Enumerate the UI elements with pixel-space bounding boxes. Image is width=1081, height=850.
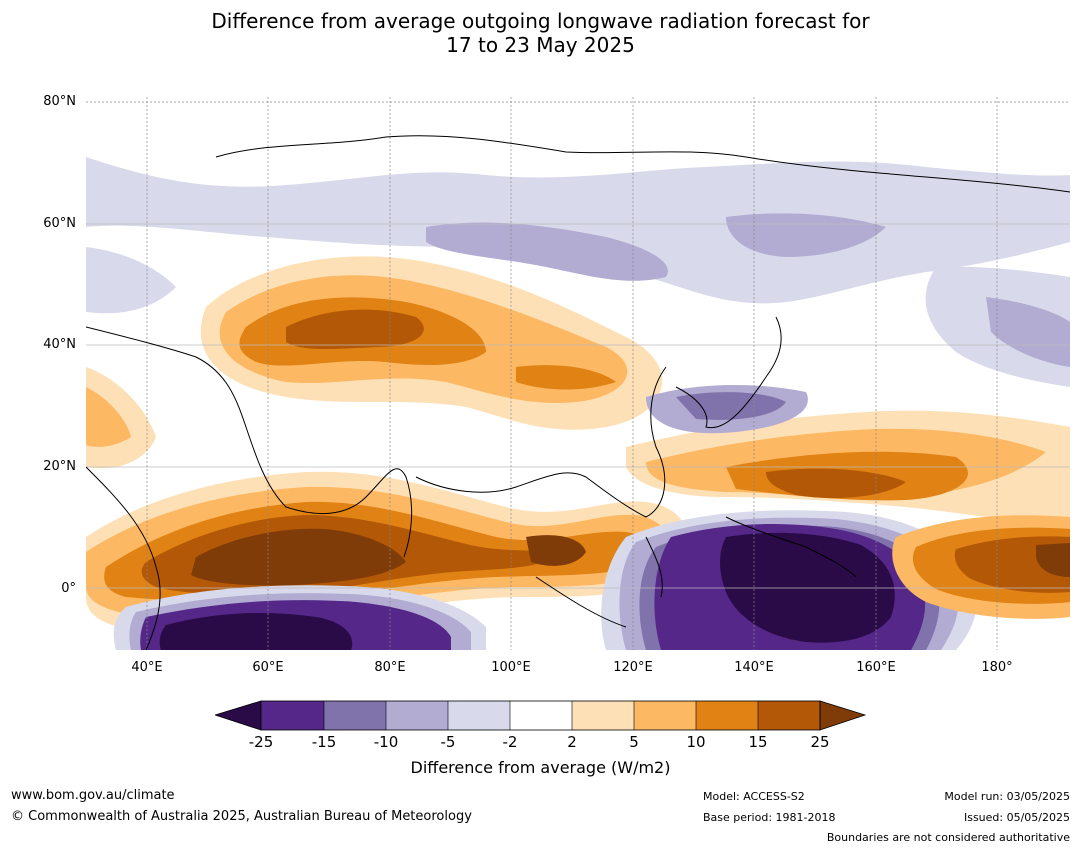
colorbar-swatch xyxy=(758,701,820,730)
boundaries-disclaimer: Boundaries are not considered authoritat… xyxy=(826,831,1070,844)
colorbar-under-arrow xyxy=(215,700,262,731)
anomaly-region xyxy=(426,222,668,281)
colorbar-swatch xyxy=(324,701,386,730)
anomaly-region xyxy=(516,365,616,390)
lat-label-20n: 20°N xyxy=(43,459,76,474)
title-line-2: 17 to 23 May 2025 xyxy=(446,33,635,57)
anomaly-map xyxy=(86,97,1070,650)
anomaly-region xyxy=(526,535,586,566)
anomaly-region xyxy=(86,387,131,447)
anomaly-region xyxy=(766,468,906,499)
colorbar-swatch xyxy=(696,701,758,730)
model-run-text: Model run: 03/05/2025 xyxy=(944,790,1070,803)
colorbar-tick: 10 xyxy=(686,733,706,751)
anomaly-region xyxy=(676,392,786,420)
anomaly-region xyxy=(159,613,353,650)
colorbar xyxy=(215,700,867,731)
lon-label-40e: 40°E xyxy=(131,660,163,675)
meridians xyxy=(146,97,998,650)
graticule xyxy=(86,101,1070,589)
model-text: Model: ACCESS-S2 xyxy=(703,790,805,803)
base-period-text: Base period: 1981-2018 xyxy=(703,811,836,824)
lat-label-60n: 60°N xyxy=(43,216,76,231)
anomaly-region xyxy=(86,247,176,314)
colorbar-tick: -5 xyxy=(440,733,456,751)
lon-label-180: 180° xyxy=(981,660,1013,675)
chart-title: Difference from average outgoing longwav… xyxy=(0,9,1081,57)
lat-label-40n: 40°N xyxy=(43,337,76,352)
coastlines xyxy=(86,135,1070,650)
colorbar-tick: 15 xyxy=(748,733,768,751)
anomaly-region xyxy=(986,297,1070,367)
colorbar-swatch xyxy=(448,701,510,730)
colorbar-tick: 5 xyxy=(629,733,639,751)
issued-text: Issued: 05/05/2025 xyxy=(963,811,1070,824)
anomaly-region xyxy=(1036,543,1070,577)
colorbar-tick: -2 xyxy=(502,733,518,751)
colorbar-swatch xyxy=(572,701,634,730)
colorbar-tick: -25 xyxy=(248,733,274,751)
title-line-1: Difference from average outgoing longwav… xyxy=(211,9,870,33)
lon-label-140e: 140°E xyxy=(734,660,774,675)
colorbar-tick: -15 xyxy=(311,733,337,751)
lon-label-160e: 160°E xyxy=(856,660,896,675)
lat-label-80n: 80°N xyxy=(43,94,76,109)
lat-label-0: 0° xyxy=(61,581,76,596)
anomaly-region xyxy=(286,309,424,350)
lon-label-80e: 80°E xyxy=(374,660,406,675)
colorbar-swatch xyxy=(261,701,324,730)
anomaly-region xyxy=(191,528,406,586)
anomaly-region xyxy=(86,157,1070,304)
copyright-text: © Commonwealth of Australia 2025, Austra… xyxy=(11,809,472,824)
colorbar-tick: 2 xyxy=(567,733,577,751)
lon-label-100e: 100°E xyxy=(491,660,531,675)
map-svg xyxy=(86,97,1070,650)
colorbar-tick: 25 xyxy=(810,733,830,751)
lon-label-120e: 120°E xyxy=(613,660,653,675)
colorbar-swatch xyxy=(386,701,448,730)
website-link[interactable]: www.bom.gov.au/climate xyxy=(11,788,175,803)
colorbar-tick: -10 xyxy=(373,733,399,751)
lon-label-60e: 60°E xyxy=(252,660,284,675)
colorbar-over-arrow xyxy=(819,700,867,731)
colorbar-swatch xyxy=(510,701,572,730)
colorbar-swatch xyxy=(634,701,696,730)
colorbar-label: Difference from average (W/m2) xyxy=(410,758,671,777)
